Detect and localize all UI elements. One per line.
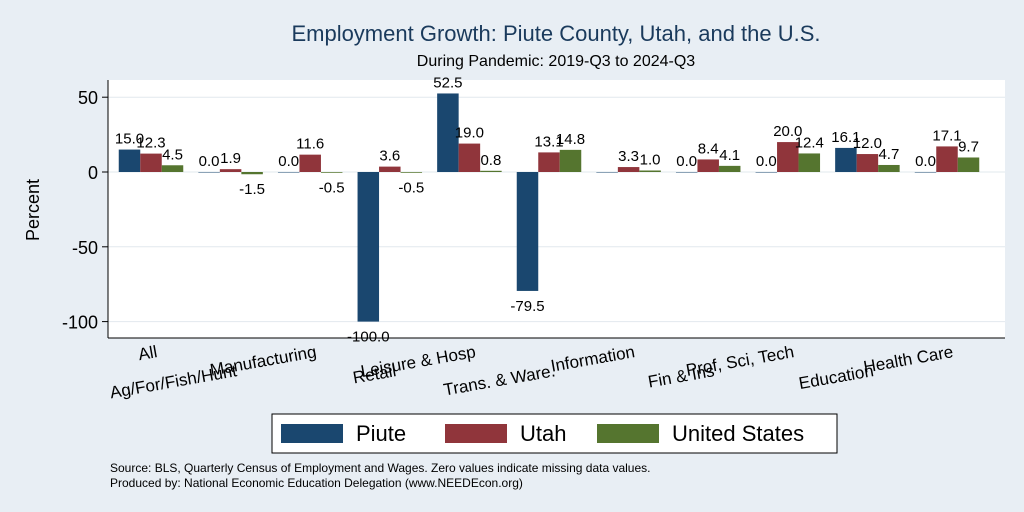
plot-area — [108, 80, 1005, 338]
y-tick-label: -100 — [62, 313, 98, 333]
bar-piute-fin-ins — [675, 172, 698, 173]
bar-united-states-leisure-hosp — [480, 170, 502, 172]
data-label-utah-education: 12.0 — [853, 135, 882, 152]
bar-utah-trans-ware — [538, 152, 560, 172]
bar-utah-prof-sci-tech — [777, 142, 799, 172]
produced-by-note: Produced by: National Economic Education… — [110, 476, 523, 490]
x-tick-label-all: All — [137, 342, 159, 364]
data-label-piute-retail: -100.0 — [347, 329, 390, 346]
bar-utah-retail — [379, 166, 401, 172]
data-label-piute-education: 16.1 — [831, 129, 860, 146]
bar-piute-trans-ware — [516, 172, 539, 291]
chart-title: Employment Growth: Piute County, Utah, a… — [291, 21, 820, 46]
bar-piute-health-care — [914, 172, 937, 173]
y-tick-label: 50 — [78, 88, 98, 108]
x-tick-label-trans-ware: Trans. & Ware. — [442, 361, 557, 399]
data-label-utah-all: 12.3 — [136, 135, 165, 152]
bar-piute-ag-for-fish-hunt — [198, 172, 220, 173]
legend-label-utah: Utah — [520, 421, 566, 446]
bar-united-states-information — [639, 170, 661, 172]
bar-utah-ag-for-fish-hunt — [219, 169, 242, 172]
x-tick-label-leisure-hosp: Leisure & Hosp — [359, 342, 477, 381]
y-axis: 50 0 -50 -100 — [62, 80, 109, 338]
data-label-united-states-leisure-hosp: 0.8 — [480, 152, 501, 169]
bar-united-states-ag-for-fish-hunt — [241, 172, 263, 175]
bar-utah-information — [617, 167, 640, 172]
legend-label-piute: Piute — [356, 421, 406, 446]
bar-piute-retail — [357, 172, 380, 322]
data-label-united-states-retail: -0.5 — [398, 180, 424, 197]
data-label-united-states-manufacturing: -0.5 — [319, 180, 345, 197]
data-label-piute-leisure-hosp: 52.5 — [433, 74, 462, 91]
data-label-united-states-information: 1.0 — [640, 152, 661, 169]
data-label-piute-manufacturing: 0.0 — [278, 153, 299, 170]
data-label-utah-ag-for-fish-hunt: 1.9 — [220, 150, 241, 167]
bar-utah-health-care — [936, 146, 958, 172]
data-label-piute-all: 15.0 — [115, 131, 144, 148]
data-label-united-states-trans-ware: 14.8 — [556, 131, 585, 148]
x-tick-label-manufacturing: Manufacturing — [208, 342, 317, 379]
x-tick-label-prof-sci-tech: Prof, Sci, Tech — [685, 342, 796, 380]
bar-united-states-trans-ware — [559, 149, 582, 172]
data-label-utah-information: 3.3 — [618, 148, 639, 165]
data-label-united-states-prof-sci-tech: 12.4 — [795, 134, 824, 151]
data-label-utah-fin-ins: 8.4 — [698, 140, 719, 157]
bar-united-states-retail — [400, 172, 423, 173]
data-label-united-states-education: 4.7 — [878, 146, 899, 163]
bar-piute-manufacturing — [277, 172, 300, 173]
data-label-utah-manufacturing: 11.6 — [296, 136, 324, 153]
y-axis-label: Percent — [23, 179, 43, 241]
data-labels: 15.0 0.0 0.0 -100.0 52.5 -79.5 0.0 0.0 16.1 0.0 12… — [115, 74, 979, 345]
data-label-united-states-ag-for-fish-hunt: -1.5 — [239, 181, 265, 198]
y-tick-label: -50 — [72, 238, 98, 258]
source-note: Source: BLS, Quarterly Census of Employm… — [110, 461, 650, 475]
legend-swatch-utah — [445, 424, 507, 443]
bar-utah-fin-ins — [697, 159, 719, 172]
bar-utah-all — [140, 153, 162, 172]
bar-united-states-prof-sci-tech — [798, 153, 821, 172]
data-label-united-states-all: 4.5 — [162, 146, 183, 163]
data-label-united-states-fin-ins: 4.1 — [719, 147, 740, 164]
bar-united-states-fin-ins — [718, 165, 741, 172]
bar-united-states-education — [878, 164, 900, 172]
data-label-utah-leisure-hosp: 19.0 — [455, 125, 484, 142]
data-label-utah-retail: 3.6 — [379, 148, 400, 165]
bar-utah-education — [856, 154, 879, 172]
data-label-utah-health-care: 17.1 — [932, 127, 961, 144]
data-label-utah-prof-sci-tech: 20.0 — [773, 123, 802, 140]
bar-utah-manufacturing — [299, 154, 321, 172]
bar-united-states-all — [161, 165, 184, 172]
y-tick-label: 0 — [88, 163, 98, 183]
bar-united-states-manufacturing — [320, 172, 343, 173]
data-label-piute-trans-ware: -79.5 — [510, 298, 544, 315]
bar-piute-prof-sci-tech — [755, 172, 778, 173]
bars — [118, 93, 980, 322]
bar-utah-leisure-hosp — [458, 143, 481, 172]
data-label-piute-health-care: 0.0 — [915, 153, 936, 170]
data-label-piute-ag-for-fish-hunt: 0.0 — [199, 153, 220, 170]
x-tick-label-information: Information — [549, 342, 636, 375]
data-label-piute-prof-sci-tech: 0.0 — [756, 153, 777, 170]
bar-piute-information — [596, 172, 618, 173]
legend-label-united-states: United States — [672, 421, 804, 446]
data-label-piute-fin-ins: 0.0 — [676, 153, 697, 170]
data-label-united-states-health-care: 9.7 — [958, 138, 979, 155]
bar-united-states-health-care — [957, 157, 980, 172]
bar-piute-all — [118, 149, 141, 172]
legend-swatch-united-states — [597, 424, 659, 443]
x-tick-label-health-care: Health Care — [862, 342, 955, 376]
chart-subtitle: During Pandemic: 2019-Q3 to 2024-Q3 — [417, 53, 695, 70]
legend-swatch-piute — [281, 424, 343, 443]
legend-box — [271, 413, 838, 454]
bar-piute-education — [835, 147, 857, 172]
data-label-utah-trans-ware: 13.1 — [534, 133, 563, 150]
legend: Piute Utah United States — [271, 413, 838, 454]
bar-piute-leisure-hosp — [437, 93, 459, 172]
